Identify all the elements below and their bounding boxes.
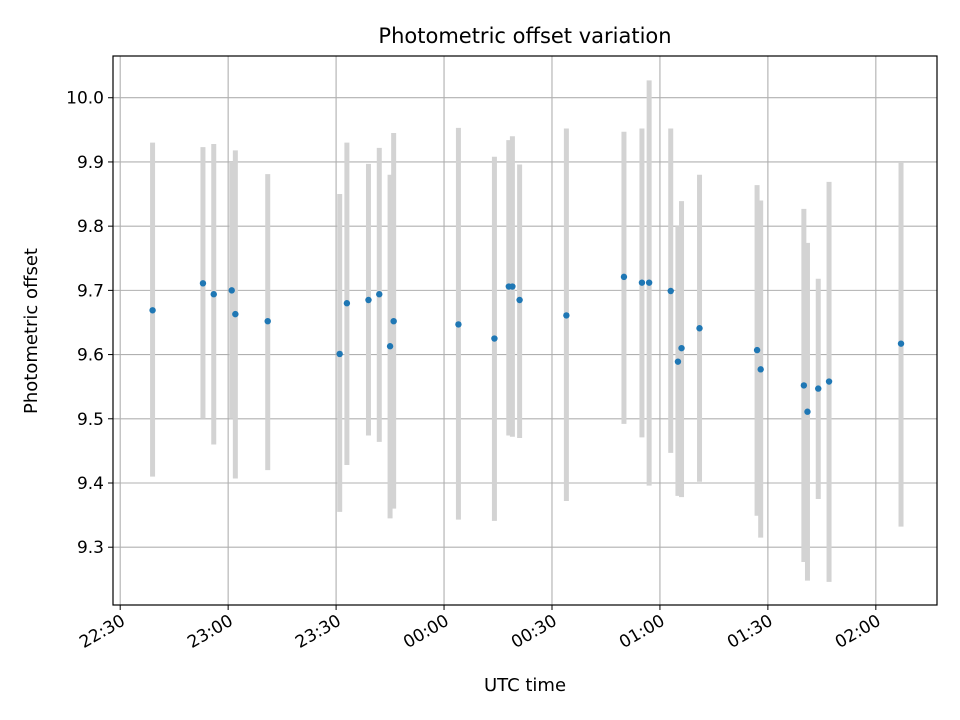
- y-tick-label: 9.3: [77, 538, 104, 558]
- chart-title: Photometric offset variation: [378, 24, 671, 48]
- y-tick-label: 9.9: [77, 153, 104, 173]
- data-point: [228, 287, 235, 294]
- data-point: [365, 296, 372, 304]
- data-point: [491, 335, 498, 342]
- y-tick-label: 9.6: [77, 346, 104, 366]
- data-point: [343, 300, 351, 307]
- x-axis-label: UTC time: [484, 675, 566, 696]
- data-point: [757, 366, 764, 373]
- data-point: [897, 340, 905, 347]
- data-point: [509, 283, 516, 290]
- grid-layer: [113, 56, 937, 605]
- y-axis-ticks: 9.3 9.4 9.5 9.6 9.7 9.8 9.9 10.0: [66, 89, 113, 558]
- data-point: [336, 350, 343, 358]
- data-point: [825, 378, 833, 385]
- data-point: [455, 321, 462, 328]
- data-point: [264, 317, 271, 325]
- data-point: [753, 346, 761, 354]
- data-point: [199, 280, 207, 287]
- data-point: [232, 310, 239, 318]
- data-point: [804, 408, 811, 415]
- y-tick-label: 10.0: [66, 89, 104, 109]
- plot-frame: [112, 55, 938, 606]
- data-point: [638, 279, 646, 286]
- data-point: [645, 279, 653, 286]
- data-point: [149, 307, 156, 314]
- y-tick-label: 9.7: [77, 281, 104, 301]
- point-layer: [149, 273, 905, 415]
- data-point: [667, 287, 674, 295]
- data-point: [390, 317, 397, 325]
- data-point: [815, 385, 822, 392]
- data-point: [386, 343, 394, 350]
- y-tick-label: 9.5: [77, 410, 104, 430]
- data-point: [678, 344, 685, 352]
- data-point: [210, 291, 217, 298]
- data-point: [800, 382, 808, 389]
- data-point: [674, 358, 682, 365]
- data-point: [696, 325, 703, 332]
- data-point: [620, 273, 628, 281]
- y-tick-label: 9.4: [77, 474, 104, 494]
- y-axis-label: Photometric offset: [21, 248, 42, 414]
- y-tick-label: 9.8: [77, 217, 104, 237]
- data-point: [563, 312, 570, 319]
- data-point: [376, 291, 383, 298]
- data-point: [516, 296, 523, 304]
